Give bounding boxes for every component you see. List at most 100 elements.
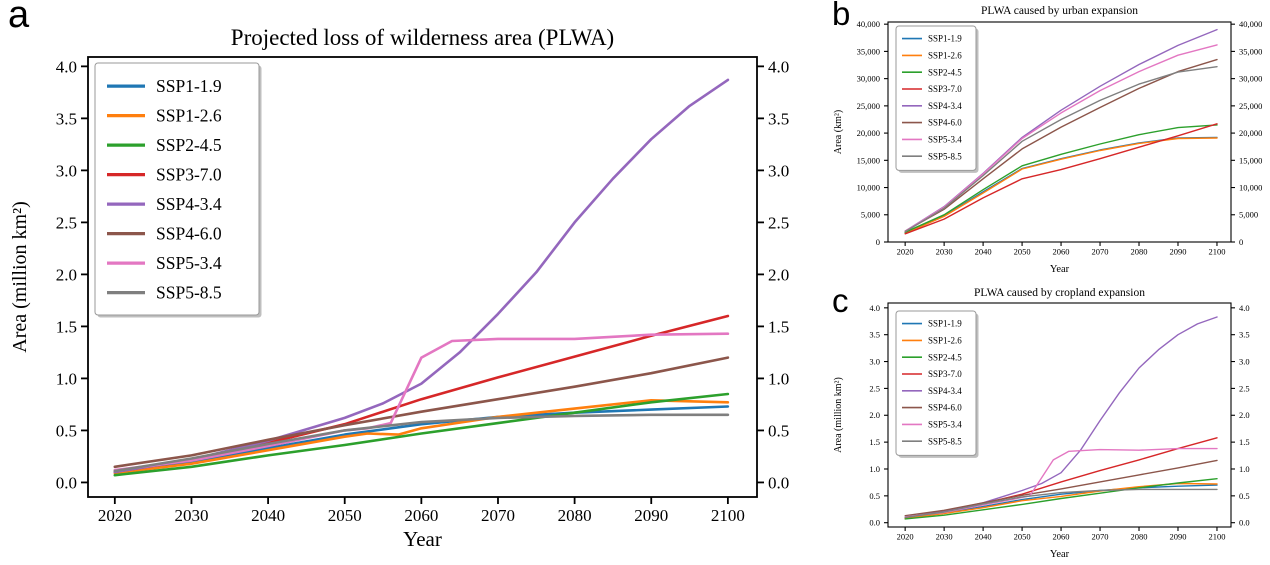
y-tick-label-left: 0.0 — [869, 518, 880, 528]
legend-label: SSP4-6.0 — [156, 224, 222, 244]
x-tick-label: 2070 — [1092, 247, 1109, 257]
chart-title: PLWA caused by cropland expansion — [974, 287, 1145, 299]
x-tick-label: 2040 — [975, 247, 992, 257]
series-line-SSP3-7.0 — [113, 314, 730, 474]
panel-label-c: c — [832, 282, 849, 319]
chart-plwa-cropland: 2020 2030 2040 2050 2060 2070 2080 2090 2100 0.0 0… — [830, 283, 1270, 565]
legend-label: SSP5-8.5 — [928, 151, 962, 161]
panel-a: a 2020 2030 2040 2050 2060 2070 2080 2090 2100 0.… — [8, 0, 789, 551]
series-line-SSP1-1.9 — [904, 484, 1218, 519]
panel-c: c 2020 2030 2040 2050 2060 2070 2080 2090 2100 0.… — [830, 282, 1270, 565]
panel-label-b: b — [832, 0, 851, 32]
series-line-SSP1-2.6 — [113, 398, 730, 475]
plot-border — [887, 302, 1232, 528]
y-tick-label-right: 3.0 — [768, 161, 789, 180]
x-axis-label: Year — [1050, 264, 1070, 275]
y-tick-label-left: 30,000 — [857, 74, 880, 84]
y-tick-label-left: 4.0 — [869, 303, 880, 313]
y-tick-label-right: 4.0 — [1239, 303, 1250, 313]
chart-title: PLWA caused by urban expansion — [981, 5, 1138, 17]
legend-label: SSP1-2.6 — [928, 50, 962, 60]
legend: SSP1-1.9 SSP1-2.6 SSP2-4.5 SSP3-7.0 SSP4-3.4… — [94, 62, 262, 318]
y-tick-label-right: 1.0 — [768, 369, 789, 388]
legend-label: SSP4-3.4 — [156, 194, 222, 214]
y-tick-label-right: 25,000 — [1239, 101, 1262, 111]
y-tick-label-right: 0.5 — [1239, 491, 1250, 501]
series-line-SSP4-6.0 — [113, 356, 730, 469]
series-line-SSP5-8.5 — [904, 488, 1218, 519]
x-tick-label: 2070 — [481, 506, 515, 525]
x-tick-label: 2090 — [634, 506, 668, 525]
x-axis-label: Year — [403, 527, 442, 551]
y-tick-label-left: 25,000 — [857, 101, 880, 111]
legend-label: SSP5-3.4 — [928, 134, 962, 144]
legend-label: SSP1-1.9 — [928, 319, 962, 329]
y-tick-label-right: 2.5 — [1239, 383, 1250, 393]
series-line-SSP1-1.9 — [113, 405, 730, 474]
x-tick-label: 2090 — [1169, 247, 1186, 257]
y-tick-label-right: 3.5 — [768, 109, 789, 128]
y-tick-label-right: 2.5 — [768, 213, 789, 232]
legend: SSP1-1.9 SSP1-2.6 SSP2-4.5 SSP3-7.0 SSP4-3.4… — [895, 310, 979, 458]
x-tick-label: 2050 — [1014, 247, 1031, 257]
y-tick-label-right: 30,000 — [1239, 74, 1262, 84]
x-tick-label: 2100 — [1208, 247, 1225, 257]
series-line-SSP2-4.5 — [904, 124, 1218, 233]
y-tick-label-left: 0 — [876, 237, 880, 247]
legend-label: SSP1-2.6 — [156, 106, 222, 126]
series-line-SSP5-8.5 — [113, 413, 730, 473]
y-axis-label: Area (million km²) — [833, 377, 844, 453]
series-line-SSP2-4.5 — [113, 392, 730, 477]
legend-label: SSP3-7.0 — [156, 165, 222, 185]
y-tick-label-right: 2.0 — [1239, 410, 1250, 420]
y-tick-label-left: 2.0 — [869, 410, 880, 420]
legend-label: SSP5-3.4 — [156, 253, 222, 273]
x-tick-label: 2020 — [98, 506, 132, 525]
y-tick-label-right: 40,000 — [1239, 19, 1262, 29]
y-tick-label-right: 1.5 — [768, 317, 789, 336]
series-line-SSP5-3.4 — [113, 332, 730, 472]
legend-label: SSP3-7.0 — [928, 369, 962, 379]
legend-label: SSP5-3.4 — [928, 419, 962, 429]
legend-box — [94, 62, 260, 316]
legend-label: SSP4-6.0 — [928, 403, 962, 413]
y-tick-label-right: 1.5 — [1239, 437, 1250, 447]
y-tick-label-left: 3.5 — [56, 109, 77, 128]
y-tick-label-left: 1.5 — [56, 317, 77, 336]
y-tick-label-right: 3.0 — [1239, 357, 1250, 367]
y-tick-label-left: 3.0 — [869, 357, 880, 367]
x-tick-label: 2020 — [897, 532, 914, 542]
series-line-SSP5-3.4 — [904, 44, 1218, 233]
y-tick-label-left: 3.0 — [56, 161, 77, 180]
y-tick-label-left: 4.0 — [56, 57, 77, 76]
legend-label: SSP3-7.0 — [928, 84, 962, 94]
legend-label: SSP5-8.5 — [156, 283, 222, 303]
legend-label: SSP5-8.5 — [928, 436, 962, 446]
y-tick-label-right: 0.0 — [1239, 518, 1250, 528]
x-tick-label: 2030 — [936, 247, 953, 257]
x-tick-label: 2080 — [1131, 532, 1148, 542]
y-tick-label-right: 0.5 — [768, 421, 789, 440]
y-tick-label-left: 35,000 — [857, 46, 880, 56]
chart-svg-b: 2020 2030 2040 2050 2060 2070 2080 2090 2100 0 0 5,… — [833, 5, 1262, 275]
y-tick-label-right: 5,000 — [1239, 210, 1258, 220]
y-tick-label-left: 2.0 — [56, 265, 77, 284]
chart-plwa-urban: 2020 2030 2040 2050 2060 2070 2080 2090 2100 0 0 5,… — [830, 0, 1270, 282]
series-line-SSP5-8.5 — [904, 65, 1218, 233]
y-tick-label-right: 1.0 — [1239, 464, 1250, 474]
legend-label: SSP2-4.5 — [928, 67, 962, 77]
panel-b: b 2020 2030 2040 2050 2060 2070 2080 2090 2100 0 0… — [830, 0, 1270, 282]
y-axis-label: Area (million km²) — [9, 201, 31, 353]
legend: SSP1-1.9 SSP1-2.6 SSP2-4.5 SSP3-7.0 SSP4-3.4… — [895, 25, 979, 173]
plot-border — [887, 21, 1232, 243]
x-tick-label: 2050 — [328, 506, 362, 525]
legend-label: SSP1-1.9 — [928, 34, 962, 44]
y-tick-label-right: 0.0 — [768, 473, 789, 492]
x-tick-label: 2060 — [1053, 532, 1070, 542]
legend-label: SSP4-3.4 — [928, 386, 962, 396]
y-tick-label-left: 1.5 — [869, 437, 880, 447]
x-tick-label: 2060 — [404, 506, 438, 525]
series-line-SSP4-6.0 — [904, 459, 1218, 517]
legend-label: SSP4-6.0 — [928, 118, 962, 128]
